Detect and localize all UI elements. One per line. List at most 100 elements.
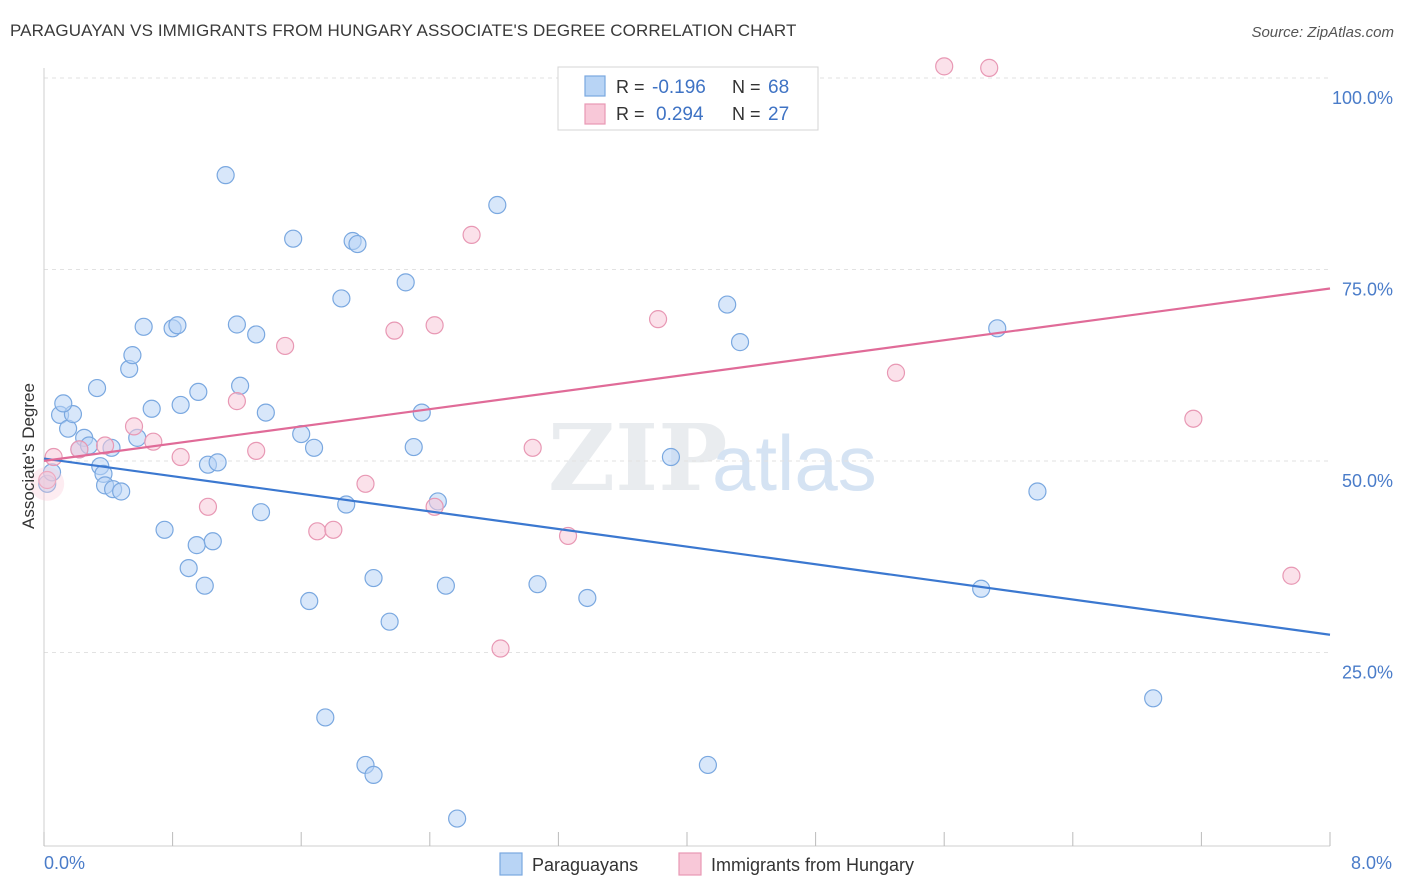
point-paraguayans <box>134 317 153 336</box>
chart-title: PARAGUAYAN VS IMMIGRANTS FROM HUNGARY AS… <box>10 21 797 40</box>
legend-n-value-blue: 68 <box>768 77 789 98</box>
chart-source: Source: ZipAtlas.com <box>1251 24 1394 41</box>
point-hungary <box>38 470 57 490</box>
point-hungary <box>385 321 404 340</box>
point-hungary <box>491 639 510 658</box>
bottom-legend: Paraguayans Immigrants from Hungary <box>499 852 914 876</box>
bottom-legend-label-hungary: Immigrants from Hungary <box>711 855 914 875</box>
point-paraguayans <box>412 403 431 422</box>
legend-swatch-pink <box>584 103 606 125</box>
point-hungary <box>124 417 144 436</box>
point-paraguayans <box>231 376 250 395</box>
point-hungary <box>523 438 542 457</box>
point-paraguayans <box>142 399 161 418</box>
point-hungary <box>276 336 295 356</box>
watermark-zip: ZIP <box>548 404 727 512</box>
trend-line-paraguayans <box>43 457 1331 636</box>
point-paraguayans <box>187 536 206 555</box>
point-hungary <box>324 520 343 539</box>
bottom-legend-swatch-blue <box>499 852 523 876</box>
point-paraguayans <box>112 482 131 501</box>
point-paraguayans <box>404 437 423 457</box>
legend-box: R = -0.196 N = 68 R = 0.294 N = 27 <box>557 66 819 131</box>
point-hungary <box>198 497 218 516</box>
point-paraguayans <box>316 708 335 727</box>
y-tick-label: 75.0% <box>1342 280 1393 300</box>
gridlines <box>44 77 1330 653</box>
point-paraguayans <box>179 558 198 578</box>
point-hungary <box>356 474 375 493</box>
point-paraguayans <box>155 520 174 539</box>
point-paraguayans <box>189 382 208 402</box>
point-hungary <box>648 310 668 329</box>
point-paraguayans <box>171 395 190 415</box>
point-paraguayans <box>1144 689 1163 708</box>
point-paraguayans <box>436 576 455 595</box>
point-paraguayans <box>396 273 415 292</box>
point-hungary <box>171 447 190 467</box>
point-paraguayans <box>718 295 737 314</box>
bottom-legend-swatch-pink <box>678 852 702 876</box>
point-paraguayans <box>364 568 383 588</box>
point-paraguayans <box>227 315 246 334</box>
point-paraguayans <box>304 438 324 457</box>
point-paraguayans <box>364 765 383 785</box>
point-paraguayans <box>195 576 214 595</box>
point-hungary <box>1282 566 1301 585</box>
trend-lines <box>43 287 1331 636</box>
point-paraguayans <box>208 453 227 472</box>
watermark-atlas: atlas <box>712 419 877 507</box>
point-hungary <box>935 57 954 76</box>
point-hungary <box>1184 409 1203 428</box>
point-paraguayans <box>216 166 235 185</box>
point-paraguayans <box>247 325 266 344</box>
legend-r-label-pink: R = <box>616 104 645 124</box>
series-hungary <box>30 57 1301 658</box>
point-paraguayans <box>87 378 107 398</box>
point-hungary <box>95 436 115 455</box>
point-paraguayans <box>123 346 142 365</box>
point-paraguayans <box>698 755 717 775</box>
point-paraguayans <box>1028 482 1047 501</box>
point-paraguayans <box>488 195 507 215</box>
point-paraguayans <box>300 591 319 611</box>
point-paraguayans <box>380 612 399 631</box>
point-paraguayans <box>284 229 303 248</box>
x-ticks <box>43 832 1331 846</box>
point-hungary <box>425 316 444 335</box>
point-paraguayans <box>203 532 222 551</box>
legend-r-value-blue: -0.196 <box>652 77 706 98</box>
point-hungary <box>70 440 89 459</box>
point-paraguayans <box>578 588 597 608</box>
point-hungary <box>44 447 63 467</box>
point-paraguayans <box>251 503 271 522</box>
point-paraguayans <box>256 403 275 422</box>
legend-n-label-pink: N = <box>732 104 761 124</box>
point-hungary <box>247 441 266 460</box>
point-paraguayans <box>332 289 351 308</box>
point-hungary <box>980 58 999 77</box>
point-paraguayans <box>730 333 750 352</box>
point-paraguayans <box>54 394 73 413</box>
x-tick-label-max: 8.0% <box>1351 853 1392 873</box>
y-tick-label: 100.0% <box>1332 88 1393 108</box>
point-cluster <box>30 466 65 501</box>
point-paraguayans <box>168 316 187 335</box>
point-hungary <box>462 225 481 244</box>
y-axis-label: Associate's Degree <box>19 383 38 529</box>
point-paraguayans <box>348 234 367 254</box>
legend-n-value-pink: 27 <box>768 104 789 125</box>
x-tick-label-min: 0.0% <box>44 853 85 873</box>
trend-line-hungary <box>43 287 1331 462</box>
legend-r-label-blue: R = <box>616 77 645 97</box>
bottom-legend-label-paraguayans: Paraguayans <box>532 855 638 875</box>
legend-n-label-blue: N = <box>732 77 761 97</box>
point-hungary <box>886 363 906 382</box>
point-paraguayans <box>528 575 547 594</box>
legend-r-value-pink: 0.294 <box>656 104 704 125</box>
point-hungary <box>227 392 246 411</box>
legend-swatch-blue <box>584 75 606 97</box>
point-paraguayans <box>661 447 681 467</box>
point-hungary <box>308 522 327 541</box>
